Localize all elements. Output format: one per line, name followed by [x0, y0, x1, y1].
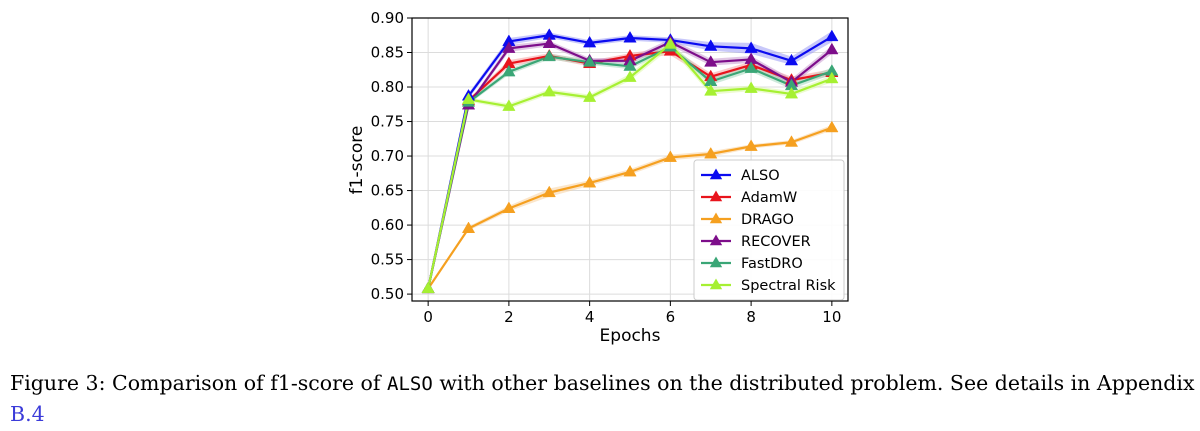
legend-marker-recover: [709, 234, 723, 246]
drago-point: [461, 221, 476, 233]
y-tick-label: 0.85: [371, 44, 404, 62]
legend-marker-adamw: [709, 190, 723, 202]
legend-marker-fastdro: [709, 256, 723, 268]
spectral-risk-point: [825, 71, 839, 84]
y-axis-label: f1-score: [347, 126, 367, 195]
fastdro-point: [502, 64, 516, 77]
x-tick-label: 0: [423, 308, 433, 326]
recover-point: [704, 55, 718, 67]
legend-label-also: ALSO: [741, 168, 780, 184]
legend-label-drago: DRAGO: [741, 212, 794, 228]
series-markers: [421, 28, 839, 294]
fastdro-point: [583, 55, 597, 67]
recover-point: [542, 36, 556, 49]
drago-point: [663, 150, 677, 162]
legend-label-recover: RECOVER: [741, 234, 811, 250]
drago-point: [583, 175, 597, 188]
drago-point: [825, 120, 839, 133]
spectral-risk-point: [784, 86, 799, 99]
recover-point: [502, 41, 516, 53]
legend-label-fastdro: FastDRO: [741, 256, 803, 272]
appendix-link[interactable]: B.4: [10, 402, 45, 426]
fastdro-point: [542, 49, 556, 62]
fastdro-point: [744, 61, 758, 73]
legend-label-adamw: AdamW: [741, 190, 797, 206]
y-tick-label: 0.55: [371, 251, 404, 269]
also-point: [825, 29, 839, 42]
legend-marker-also: [709, 168, 723, 180]
caption-prefix: Figure 3: Comparison of f1-score of: [10, 371, 381, 395]
legend-label-spectral-risk: Spectral Risk: [741, 278, 836, 294]
drago-point: [784, 135, 799, 147]
drago-point: [623, 164, 637, 177]
legend-box: [693, 159, 845, 301]
drago-point: [502, 201, 516, 213]
recover-point: [825, 42, 839, 55]
spectral-risk-point: [744, 81, 758, 93]
also-point: [784, 53, 799, 66]
spectral-risk-point: [663, 37, 677, 49]
chart: 0.50 0.55 0.60 0.65 0.70 0.75 0.80 0.85 0.90 0 2 4 6…: [347, 9, 849, 346]
y-tick-label: 0.70: [371, 147, 404, 165]
spectral-risk-point: [461, 92, 476, 104]
spectral-risk-point: [502, 99, 516, 111]
plot-frame: [411, 17, 849, 302]
spectral-risk-point: [704, 84, 718, 96]
also-point: [704, 39, 718, 51]
x-tick-label: 2: [504, 308, 514, 326]
drago-point: [542, 185, 556, 198]
x-tick-label: 10: [822, 308, 841, 326]
legend-marker-drago: [709, 212, 723, 224]
spectral-risk-point: [583, 90, 597, 102]
drago-point: [704, 146, 718, 159]
axis-ticks: 0.50 0.55 0.60 0.65 0.70 0.75 0.80 0.85 0.90 0 2 4 6…: [371, 9, 842, 326]
x-tick-label: 6: [666, 308, 676, 326]
figure-caption: Figure 3: Comparison of f1-score of ALSO…: [10, 368, 1195, 429]
legend-marker-spectral-risk: [709, 278, 723, 290]
also-point: [583, 35, 597, 48]
x-tick-label: 8: [746, 308, 756, 326]
drago-point: [744, 139, 758, 151]
y-tick-label: 0.75: [371, 113, 404, 131]
x-tick-label: 4: [585, 308, 595, 326]
caption-suffix: with other baselines on the distributed …: [439, 371, 1195, 395]
also-point: [623, 31, 637, 43]
y-tick-label: 0.80: [371, 78, 404, 96]
y-tick-label: 0.50: [371, 285, 404, 303]
caption-method-name: ALSO: [387, 373, 433, 395]
legend: ALSO AdamW DRAGO RECOVER FastDRO Spectral Ris…: [693, 159, 845, 301]
y-tick-label: 0.65: [371, 182, 404, 200]
y-tick-label: 0.90: [371, 9, 404, 27]
y-tick-label: 0.60: [371, 216, 404, 234]
x-axis-label: Epochs: [600, 326, 661, 346]
spectral-risk-point: [623, 70, 637, 82]
spectral-risk-point: [421, 281, 435, 294]
spectral-risk-point: [542, 84, 556, 97]
